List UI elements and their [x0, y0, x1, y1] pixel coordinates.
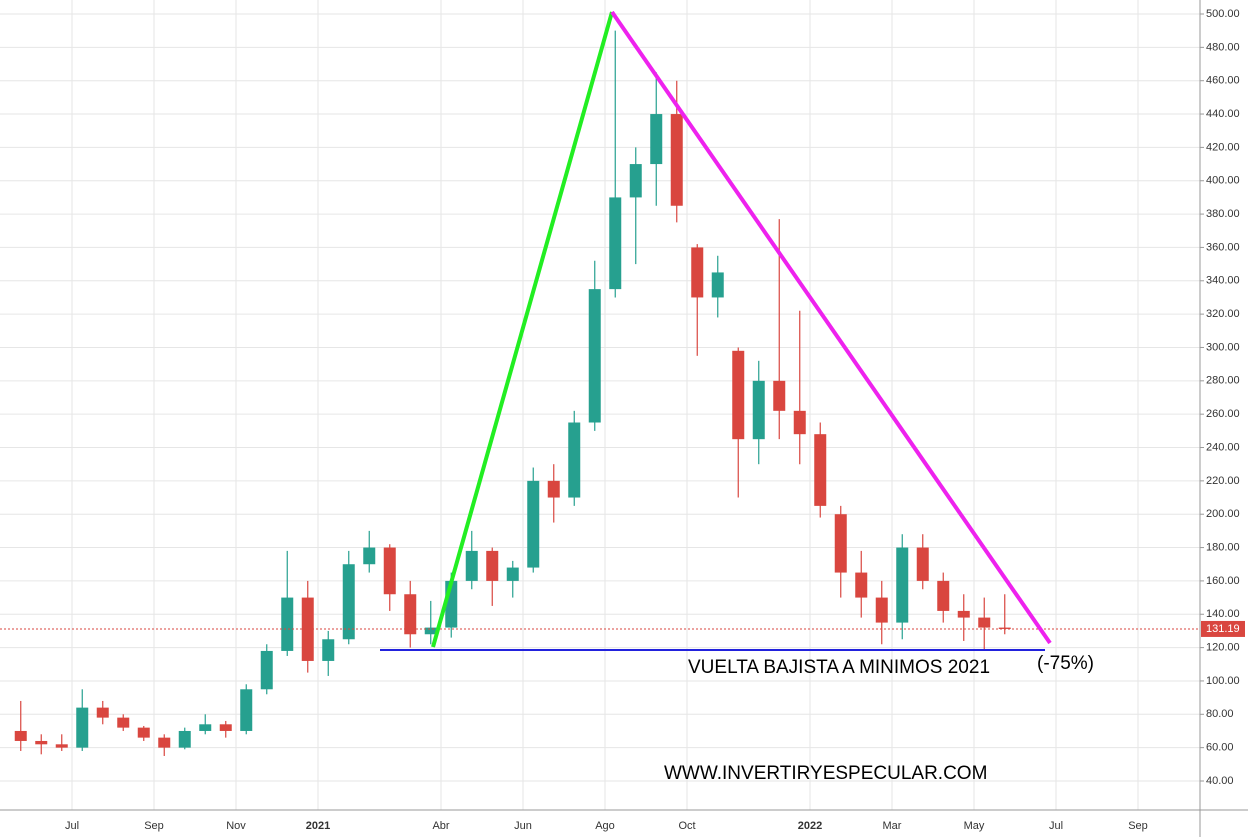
y-tick-label: 240.00 — [1206, 441, 1240, 453]
candle-body — [506, 567, 519, 581]
y-tick-label: 280.00 — [1206, 375, 1240, 387]
x-tick-label: 2021 — [306, 820, 330, 832]
y-tick-label: 260.00 — [1206, 408, 1240, 420]
y-tick-label: 140.00 — [1206, 608, 1240, 620]
y-tick-label: 100.00 — [1206, 675, 1240, 687]
annotation: VUELTA BAJISTA A MINIMOS 2021 — [688, 657, 990, 678]
candle-body — [219, 724, 232, 731]
x-tick-label: Nov — [226, 820, 246, 832]
candle-body — [814, 434, 827, 506]
candle-body — [588, 289, 601, 423]
candle-body — [650, 114, 663, 165]
candle-body — [301, 597, 314, 661]
candle-body — [957, 610, 970, 618]
candle-body — [137, 727, 150, 738]
x-tick-label: Jun — [514, 820, 532, 832]
candle-body — [568, 422, 581, 498]
y-tick-label: 120.00 — [1206, 642, 1240, 654]
y-tick-label: 400.00 — [1206, 175, 1240, 187]
candle-body — [875, 597, 888, 623]
annotation: (-75%) — [1037, 653, 1094, 674]
axes: 40.00 60.00 80.00 100.00 120.00 140.00 160.00 1… — [65, 8, 1245, 832]
candles — [0, 30, 1200, 756]
candle-body — [117, 717, 130, 728]
candle-body — [711, 272, 724, 298]
candle-body — [998, 627, 1011, 629]
candle-body — [178, 730, 191, 748]
last-price-tag — [1201, 620, 1245, 637]
candle-body — [260, 650, 273, 690]
candle-body — [752, 380, 765, 440]
x-tick-label: Abr — [432, 820, 449, 832]
candle-body — [670, 114, 683, 206]
last-price-label: 131.19 — [1206, 623, 1240, 635]
candle-body — [629, 164, 642, 198]
candle-body — [527, 480, 540, 568]
downtrend-line — [610, 10, 1052, 645]
y-tick-label: 220.00 — [1206, 475, 1240, 487]
candle-body — [896, 547, 909, 623]
x-tick-label: Jul — [65, 820, 79, 832]
candle-body — [424, 627, 437, 635]
candle-body — [199, 724, 212, 731]
candle-body — [793, 410, 806, 435]
candle-body — [609, 197, 622, 290]
candle-body — [158, 737, 171, 748]
x-tick-label: Oct — [678, 820, 695, 832]
candle-body — [342, 564, 355, 640]
candle-body — [855, 572, 868, 598]
y-tick-label: 340.00 — [1206, 275, 1240, 287]
x-tick-label: 2022 — [798, 820, 822, 832]
y-tick-label: 160.00 — [1206, 575, 1240, 587]
y-tick-label: 300.00 — [1206, 341, 1240, 353]
y-tick-label: 460.00 — [1206, 75, 1240, 87]
candle-body — [691, 247, 704, 298]
candle-body — [773, 380, 786, 411]
y-tick-label: 80.00 — [1206, 708, 1234, 720]
candle-body — [486, 550, 499, 581]
x-tick-label: Sep — [144, 820, 164, 832]
x-tick-label: May — [964, 820, 985, 832]
candle-body — [281, 597, 294, 651]
uptrend-line — [431, 11, 614, 648]
candle-body — [35, 740, 48, 745]
y-tick-label: 40.00 — [1206, 775, 1234, 787]
y-tick-label: 200.00 — [1206, 508, 1240, 520]
y-tick-label: 380.00 — [1206, 208, 1240, 220]
y-tick-label: 480.00 — [1206, 41, 1240, 53]
y-tick-label: 440.00 — [1206, 108, 1240, 120]
y-tick-label: 180.00 — [1206, 541, 1240, 553]
y-tick-label: 60.00 — [1206, 742, 1234, 754]
candle-body — [834, 514, 847, 573]
candle-body — [322, 639, 335, 661]
candle-body — [14, 730, 27, 741]
annotation: WWW.INVERTIRYESPECULAR.COM — [664, 763, 987, 784]
candle-body — [240, 689, 253, 731]
candle-body — [404, 594, 417, 635]
candle-body — [465, 550, 478, 581]
y-tick-label: 500.00 — [1206, 8, 1240, 20]
candle-body — [978, 617, 991, 628]
y-tick-label: 320.00 — [1206, 308, 1240, 320]
y-tick-label: 360.00 — [1206, 241, 1240, 253]
candle-body — [916, 547, 929, 581]
x-tick-label: Mar — [883, 820, 902, 832]
candle-body — [937, 580, 950, 611]
candle-body — [383, 547, 396, 595]
candle-body — [76, 707, 89, 748]
candle-body — [732, 350, 745, 440]
candle-body — [55, 744, 68, 748]
y-tick-label: 420.00 — [1206, 141, 1240, 153]
candle-body — [363, 547, 376, 565]
x-tick-label: Sep — [1128, 820, 1148, 832]
x-tick-label: Ago — [595, 820, 615, 832]
x-tick-label: Jul — [1049, 820, 1063, 832]
candle-body — [547, 480, 560, 498]
candle-body — [96, 707, 109, 718]
